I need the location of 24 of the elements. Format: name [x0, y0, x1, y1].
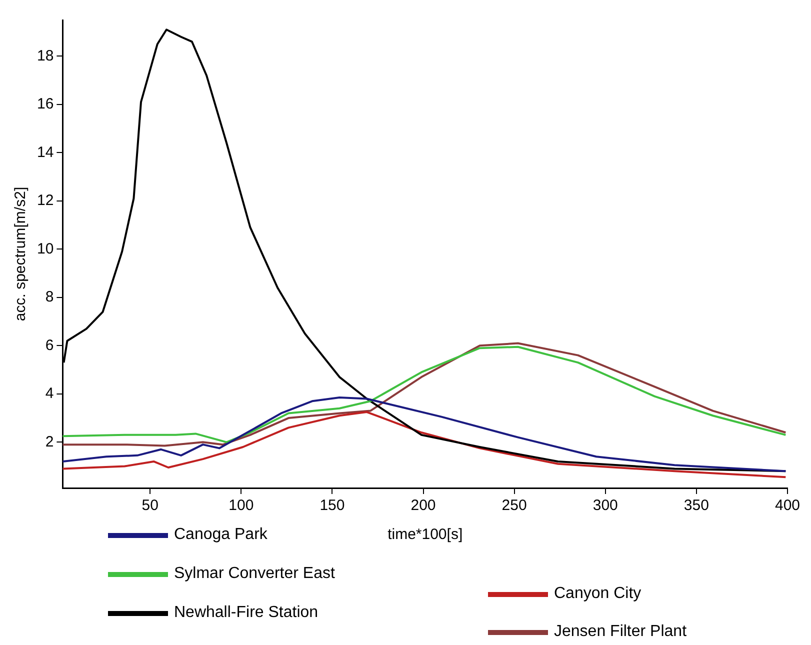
x-tick-label: 300	[592, 497, 618, 514]
y-tick-label: 4	[45, 385, 54, 402]
y-axis-title: acc. spectrum[m/s2]	[12, 186, 30, 322]
x-tick-label: 150	[320, 497, 345, 514]
x-tick-label: 100	[228, 497, 254, 514]
x-tick-label: 250	[502, 497, 527, 514]
y-tick-label: 12	[36, 192, 54, 210]
x-tick-label: 400	[774, 497, 800, 514]
x-axis-title: time*100[s]	[388, 526, 463, 544]
y-tick-label: 10	[36, 240, 54, 258]
y-tick-label: 18	[36, 47, 54, 64]
legend-label: Jensen Filter Plant	[554, 623, 687, 641]
legend-label: Sylmar Converter East	[174, 565, 335, 583]
y-tick-label: 14	[36, 144, 54, 161]
y-tick-label: 6	[45, 336, 54, 354]
y-tick-label: 16	[36, 96, 54, 113]
x-tick-label: 350	[684, 497, 709, 514]
y-tick-label: 8	[45, 288, 54, 306]
x-tick-label: 200	[410, 497, 436, 514]
legend-label: Canyon City	[554, 585, 642, 603]
x-tick-label: 50	[142, 497, 158, 514]
legend-label: Canoga Park	[174, 526, 268, 544]
y-tick-label: 2	[45, 433, 54, 450]
legend-label: Newhall-Fire Station	[174, 604, 318, 622]
